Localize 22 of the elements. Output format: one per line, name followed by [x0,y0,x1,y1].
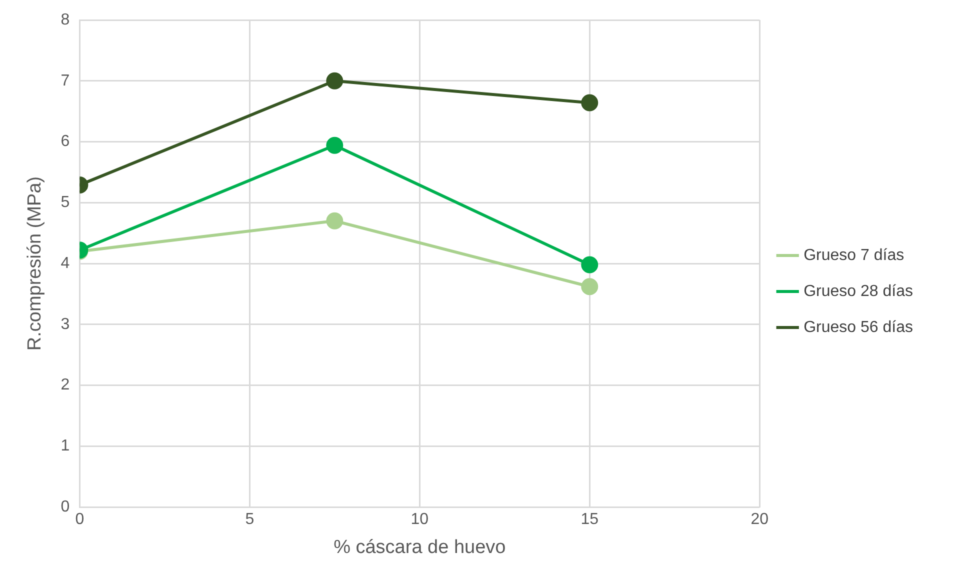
y-tick-label: 0 [60,498,70,516]
y-tick-label: 8 [60,11,70,28]
y-tick-label: 4 [60,254,70,272]
y-tick-label: 6 [60,133,70,150]
x-tick-label: 5 [245,511,254,528]
y-tick-label: 5 [60,194,70,212]
y-tick-label: 7 [60,72,70,90]
point [581,94,598,112]
y-tick-label: 1 [60,438,70,455]
point [581,256,598,274]
legend-label: Grueso 28 días [804,282,914,300]
legend-label: Grueso 56 días [804,318,914,336]
y-tick-label: 3 [60,316,70,333]
x-tick-label: 20 [750,511,769,528]
y-tick-label: 2 [60,376,70,394]
legend-label: Grueso 7 días [804,246,904,264]
x-tick-label: 15 [580,511,599,528]
x-tick-label: 10 [410,511,429,528]
x-axis-title: % cáscara de huevo [334,536,506,558]
point [581,278,598,296]
y-axis-title: R.compresión (MPa) [24,176,46,351]
x-tick-label: 0 [75,511,84,528]
